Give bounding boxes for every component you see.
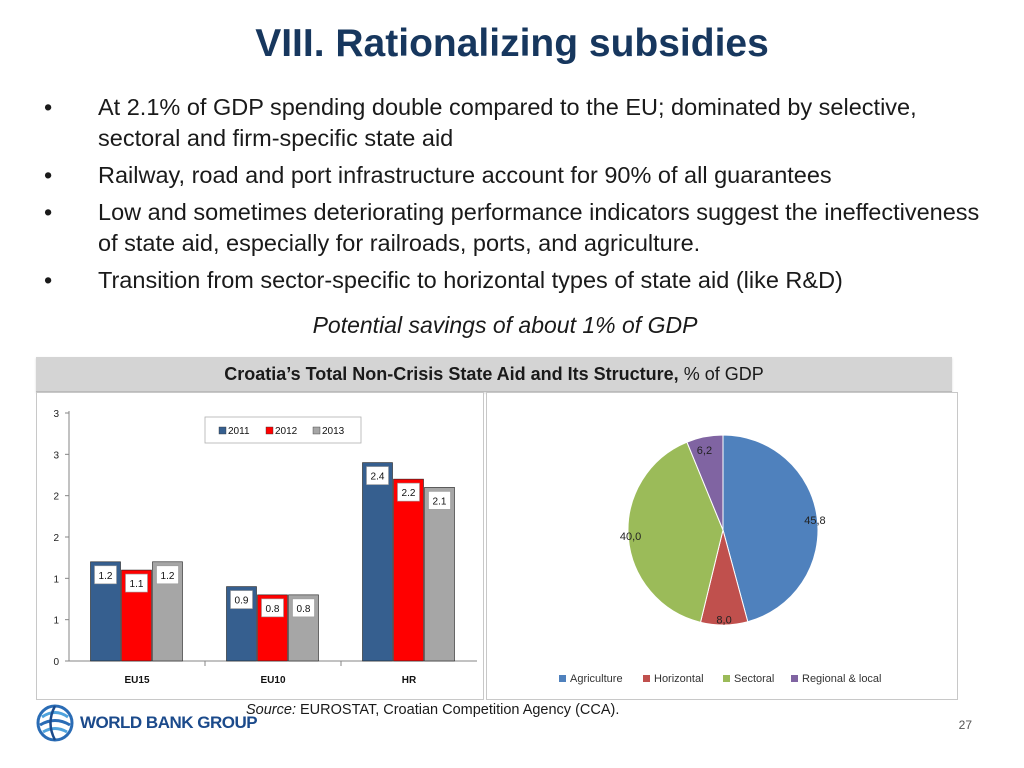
x-category-label: EU15 (124, 675, 149, 686)
legend-label: 2012 (275, 426, 298, 437)
bullet-marker: • (44, 94, 53, 120)
data-label-box (428, 491, 451, 510)
legend-box (204, 416, 362, 444)
pie-chart: 45,8 8,0 40,0 6,2 Agriculture Horizontal Secto… (559, 434, 882, 685)
legend-swatch (312, 426, 321, 435)
data-label: 0.9 (235, 596, 249, 607)
pie-data-label: 45,8 (804, 515, 825, 527)
y-tick-label: 3 (53, 450, 59, 461)
data-label-box (292, 598, 315, 618)
bullet-text: Transition from sector-specific to horiz… (98, 267, 843, 293)
page-number: 27 (958, 718, 972, 732)
data-label: 1.2 (161, 571, 175, 582)
pie-chart-panel: 45,8 8,0 40,0 6,2 Agriculture Horizontal Secto… (486, 392, 958, 700)
bar-2013-HR (424, 487, 455, 662)
data-label-box (366, 466, 389, 485)
bullet-item: • Low and sometimes deteriorating perform… (40, 197, 1000, 259)
pie-data-label: 8,0 (716, 614, 731, 626)
data-label: 1.1 (130, 579, 144, 590)
legend-swatch (265, 426, 274, 435)
legend-label: 2011 (228, 426, 250, 437)
bullet-item: • Transition from sector-specific to hori… (40, 265, 1000, 296)
data-label-box (397, 482, 420, 502)
data-label-box (156, 565, 179, 585)
legend-swatch (643, 675, 650, 682)
banner-title: Croatia’s Total Non-Crisis State Aid and… (224, 363, 679, 384)
globe-icon (36, 704, 74, 742)
legend-swatch (559, 675, 566, 682)
y-tick-label: 1 (53, 574, 59, 585)
source-label: Source: (246, 702, 296, 718)
bullet-list: • At 2.1% of GDP spending double compared… (40, 92, 1000, 302)
data-label: 0.8 (297, 604, 311, 615)
data-label: 0.8 (266, 604, 280, 615)
x-category-label: EU10 (260, 675, 285, 686)
pie-slice-agriculture (722, 434, 819, 623)
legend-label: Agriculture (570, 673, 623, 685)
x-category-label: HR (402, 675, 417, 686)
savings-tagline: Potential savings of about 1% of GDP (312, 312, 698, 338)
y-tick-label: 2 (53, 492, 59, 503)
data-label-box (230, 590, 253, 609)
data-label: 2.2 (402, 488, 416, 499)
bullet-item: • At 2.1% of GDP spending double compared… (40, 92, 1000, 154)
data-label-box (261, 598, 284, 618)
legend-label: 2013 (322, 426, 345, 437)
banner-unit: % of GDP (678, 363, 764, 384)
world-bank-logo: WORLD BANK GROUP (36, 704, 258, 742)
bullet-text: Railway, road and port infrastructure ac… (98, 162, 832, 188)
bullet-text: Low and sometimes deteriorating performa… (98, 199, 980, 256)
source-text: EUROSTAT, Croatian Competition Agency (C… (295, 702, 620, 718)
pie-data-label: 6,2 (697, 445, 712, 457)
bullet-marker: • (44, 267, 53, 293)
y-tick-label: 0 (53, 657, 59, 668)
pie-slice-sectoral (627, 441, 724, 623)
bullet-text: At 2.1% of GDP spending double compared … (98, 94, 917, 151)
pie-legend: Agriculture Horizontal Sectoral Regional & … (559, 673, 882, 685)
y-tick-label: 2 (53, 533, 59, 544)
data-label-box (94, 565, 117, 585)
bar-chart: 0 1 1 2 2 3 3 1.2 1.1 1.2 EU15 0.9 0.8 0.8 EU10 2.4 2.2 2… (53, 409, 477, 686)
pie-slice-regional-local (686, 434, 724, 531)
data-label-box (125, 573, 148, 593)
data-label: 2.1 (433, 496, 447, 507)
legend-swatch (218, 426, 227, 435)
pie-data-label: 40,0 (620, 531, 641, 543)
legend-swatch (791, 675, 798, 682)
bullet-item: • Railway, road and port infrastructure a… (40, 160, 1000, 191)
logo-text: WORLD BANK GROUP (80, 713, 258, 732)
data-label: 1.2 (99, 571, 113, 582)
data-label: 2.4 (371, 472, 385, 483)
bullet-marker: • (44, 162, 53, 188)
bar-2012-HR (393, 478, 424, 662)
y-tick-label: 3 (53, 409, 59, 420)
legend-label: Horizontal (654, 673, 704, 685)
bar-legend: 2011 2012 2013 (204, 416, 362, 444)
chart-banner: Croatia’s Total Non-Crisis State Aid and… (36, 357, 952, 392)
source-note: Source: EUROSTAT, Croatian Competition A… (246, 702, 619, 718)
legend-label: Sectoral (734, 673, 774, 685)
legend-swatch (723, 675, 730, 682)
bar-2011-HR (362, 462, 393, 662)
bullet-marker: • (44, 199, 53, 225)
slide-title: VIII. Rationalizing subsidies (255, 22, 769, 65)
legend-label: Regional & local (802, 673, 882, 685)
bar-chart-panel: 0 1 1 2 2 3 3 1.2 1.1 1.2 EU15 0.9 0.8 0.8 EU10 2.4 2.2 2… (36, 392, 484, 700)
y-tick-label: 1 (53, 616, 59, 627)
